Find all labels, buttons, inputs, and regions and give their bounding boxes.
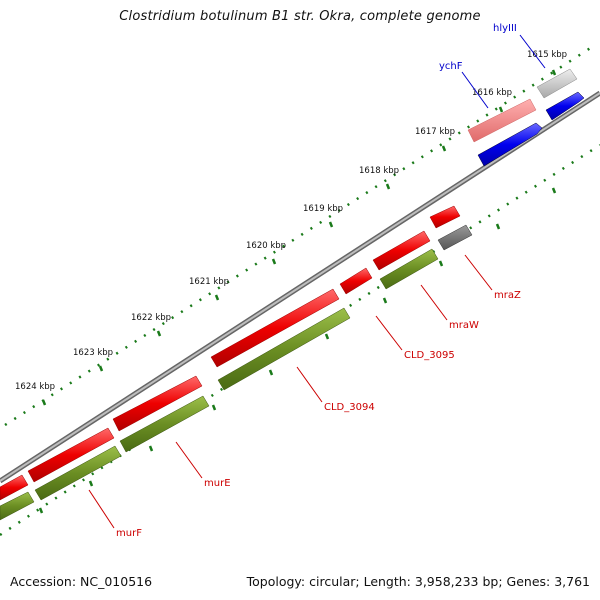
gene-label-murf[interactable]: murF (116, 528, 142, 539)
gene-feature[interactable] (34, 445, 122, 501)
forward-cds-track (0, 68, 578, 501)
cds-feature[interactable] (536, 68, 578, 99)
tick-label: 1615 kbp (527, 50, 567, 60)
cds-feature[interactable] (339, 267, 373, 295)
tick-labels: 1615 kbp 1616 kbp 1617 kbp 1618 kbp 1619… (15, 50, 567, 392)
tick-label: 1617 kbp (415, 127, 455, 137)
tick-label: 1622 kbp (131, 313, 171, 323)
gene-feature[interactable] (119, 395, 210, 453)
gene-feature[interactable] (379, 248, 439, 290)
cds-feature[interactable] (112, 375, 203, 432)
reverse-cds-track (477, 91, 585, 167)
cds-feature[interactable] (429, 205, 461, 229)
cds-feature[interactable] (545, 91, 585, 121)
gene-feature[interactable] (217, 307, 351, 391)
outer-tick-track (4, 43, 596, 427)
inner-major-ticks (38, 187, 557, 514)
cds-feature[interactable] (372, 230, 431, 271)
tick-label: 1618 kbp (359, 166, 399, 176)
gene-label-mraz[interactable]: mraZ (494, 290, 521, 301)
gene-track (0, 224, 473, 521)
outer-major-ticks (41, 69, 557, 406)
cds-feature[interactable] (210, 288, 340, 368)
gene-labels: hlyIII ychF mraZ mraW CLD_3095 CLD_3094 … (116, 23, 521, 539)
gene-label-mure[interactable]: murE (204, 478, 231, 489)
gene-label-ychf[interactable]: ychF (439, 61, 463, 72)
cds-feature[interactable] (467, 98, 537, 143)
map-title: Clostridium botulinum B1 str. Okra, comp… (119, 9, 481, 24)
gene-feature[interactable] (0, 491, 35, 521)
gene-label-cld-3094[interactable]: CLD_3094 (324, 402, 375, 413)
gene-label-mraw[interactable]: mraW (449, 320, 479, 331)
cds-feature[interactable] (27, 427, 115, 483)
cds-feature[interactable] (477, 122, 543, 167)
gene-label-hlyiii[interactable]: hlyIII (493, 23, 517, 34)
tick-label: 1624 kbp (15, 382, 55, 392)
gene-label-cld-3095[interactable]: CLD_3095 (404, 350, 455, 361)
cds-feature[interactable] (0, 474, 29, 501)
tick-label: 1621 kbp (189, 277, 229, 287)
tick-label: 1619 kbp (303, 204, 343, 214)
gene-feature[interactable] (437, 224, 473, 251)
tick-label: 1620 kbp (246, 241, 286, 251)
label-leaders (88, 34, 546, 529)
accession-text: Accession: NC_010516 (10, 574, 153, 589)
genome-summary-text: Topology: circular; Length: 3,958,233 bp… (246, 574, 590, 589)
tick-label: 1616 kbp (472, 88, 512, 98)
tick-label: 1623 kbp (73, 348, 113, 358)
